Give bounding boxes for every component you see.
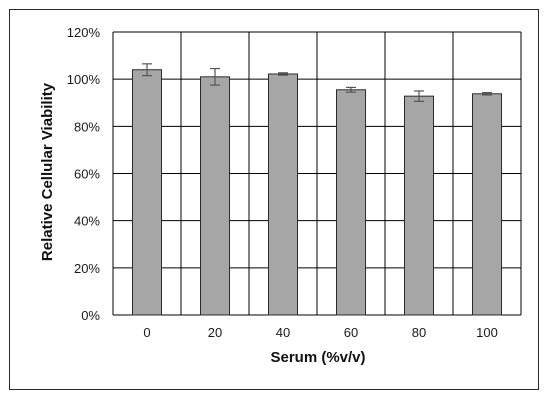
x-tick-label: 100 bbox=[476, 325, 498, 340]
x-tick-label: 40 bbox=[276, 325, 290, 340]
error-bars bbox=[142, 63, 492, 102]
x-axis-title: Serum (%v/v) bbox=[270, 349, 365, 366]
y-tick-label: 80% bbox=[74, 119, 100, 134]
bar bbox=[336, 89, 366, 316]
y-tick-label: 40% bbox=[74, 214, 100, 229]
bars bbox=[132, 69, 502, 316]
bar bbox=[268, 73, 298, 316]
y-tick-label: 120% bbox=[67, 25, 101, 40]
y-tick-labels: 0% 20% 40% 60% 80% 100% 120% bbox=[67, 25, 101, 323]
y-tick-label: 60% bbox=[74, 167, 100, 182]
bar bbox=[200, 76, 230, 316]
bar bbox=[472, 93, 502, 316]
bar bbox=[404, 95, 434, 316]
x-tick-label: 20 bbox=[208, 325, 222, 340]
x-tick-label: 0 bbox=[143, 325, 150, 340]
x-tick-label: 80 bbox=[412, 325, 426, 340]
gridlines bbox=[112, 31, 522, 316]
bar bbox=[132, 69, 162, 316]
y-tick-label: 0% bbox=[81, 308, 100, 323]
y-tick-label: 20% bbox=[74, 261, 100, 276]
y-axis-title: Relative Cellular Viability bbox=[39, 82, 56, 261]
y-tick-label: 100% bbox=[67, 72, 101, 87]
x-tick-labels: 0 20 40 60 80 100 bbox=[143, 325, 497, 340]
x-tick-label: 60 bbox=[344, 325, 358, 340]
